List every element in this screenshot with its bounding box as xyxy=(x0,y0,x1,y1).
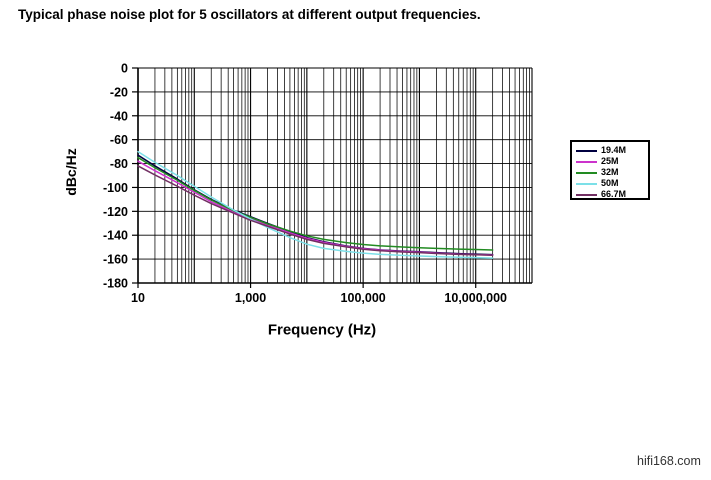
y-tick-label: -140 xyxy=(103,229,128,243)
legend-item-label: 25M xyxy=(601,156,619,166)
legend-item: 32M xyxy=(576,167,646,178)
legend-item: 50M xyxy=(576,178,646,189)
x-tick-label: 100,000 xyxy=(341,291,386,305)
watermark: hifi168.com xyxy=(637,454,701,468)
legend-item-label: 19.4M xyxy=(601,145,627,155)
series-line-66.7M xyxy=(137,165,494,257)
legend-line-swatch xyxy=(576,182,597,185)
y-tick-label: -60 xyxy=(110,133,128,147)
series-line-50M xyxy=(137,150,494,259)
series-lines xyxy=(137,150,494,259)
y-tick-label: -80 xyxy=(110,157,128,171)
x-tick-label: 1,000 xyxy=(235,291,266,305)
series-line-32M xyxy=(137,156,494,251)
y-tick-label: -120 xyxy=(103,205,128,219)
legend-item-label: 50M xyxy=(601,178,619,188)
legend-item-label: 32M xyxy=(601,167,619,177)
legend-item: 66.7M xyxy=(576,189,646,200)
legend-item: 25M xyxy=(576,156,646,167)
legend-line-swatch xyxy=(576,171,597,174)
page-title: Typical phase noise plot for 5 oscillato… xyxy=(18,7,481,22)
x-axis-title: Frequency (Hz) xyxy=(267,321,377,339)
legend-item-label: 66.7M xyxy=(601,189,627,199)
legend: 19.4M 25M 32M 50M 66.7M xyxy=(570,140,650,200)
y-tick-label: 0 xyxy=(121,62,128,76)
gridlines xyxy=(137,67,533,284)
legend-item: 19.4M xyxy=(576,145,646,156)
y-tick-label: -40 xyxy=(110,109,128,123)
legend-line-swatch xyxy=(576,160,597,163)
x-tick-label: 10,000,000 xyxy=(444,291,507,305)
y-tick-label: -100 xyxy=(103,181,128,195)
y-tick-label: -160 xyxy=(103,253,128,267)
axes xyxy=(132,67,532,288)
legend-line-swatch xyxy=(576,149,597,152)
y-tick-label: -20 xyxy=(110,85,128,99)
x-tick-label: 10 xyxy=(131,291,145,305)
y-tick-label: -180 xyxy=(103,277,128,291)
legend-line-swatch xyxy=(576,193,597,196)
y-axis-title: dBc/Hz xyxy=(63,148,79,196)
